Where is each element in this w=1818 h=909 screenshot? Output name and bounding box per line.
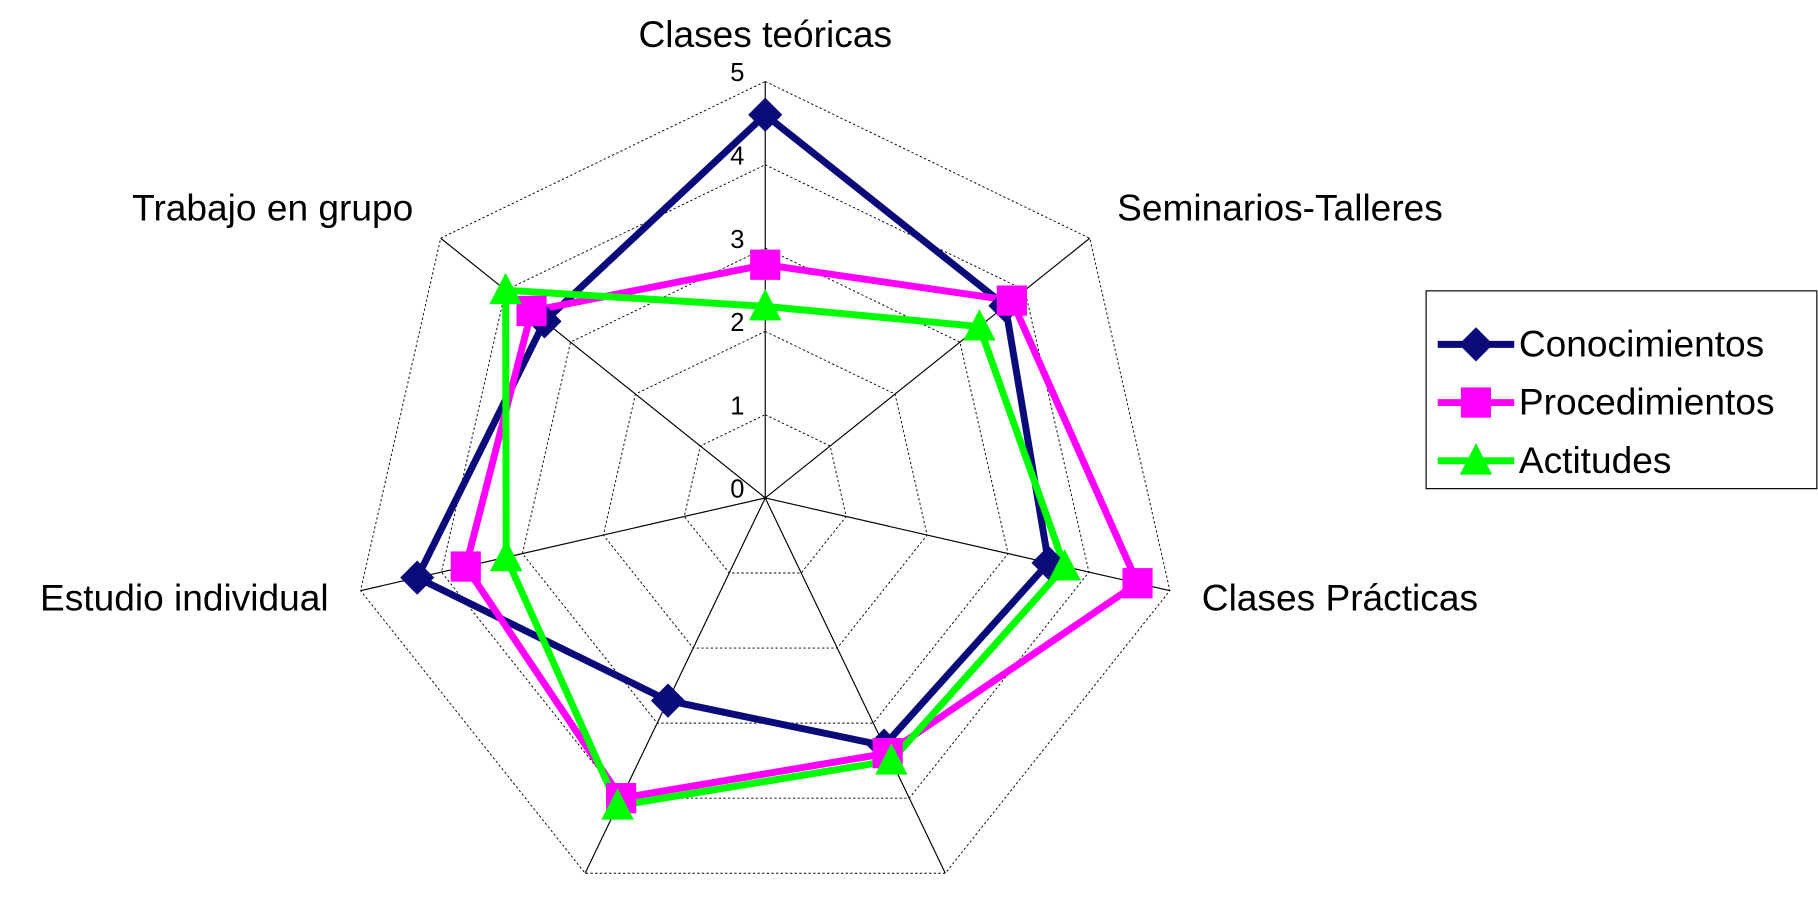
tick-label: 0 (730, 476, 744, 504)
data-point (748, 97, 783, 132)
data-point (1458, 327, 1494, 362)
data-point (748, 288, 782, 321)
tick-label: 3 (730, 226, 744, 254)
grid-ring (683, 414, 847, 574)
series-line (462, 261, 1142, 802)
data-point (450, 551, 481, 582)
tick-label: 4 (730, 142, 744, 170)
data-point (1460, 387, 1492, 418)
data-point (516, 295, 547, 327)
series-line (502, 286, 1069, 810)
data-point (650, 683, 686, 718)
grid-ring (440, 164, 1090, 799)
data-point (1122, 568, 1153, 599)
axis-spoke (764, 497, 946, 874)
tick-label: 5 (730, 59, 744, 87)
grid-ring (602, 330, 928, 649)
data-point (963, 309, 996, 341)
legend-label: Procedimientos (1519, 381, 1775, 423)
data-point (996, 285, 1027, 316)
tick-label: 2 (730, 309, 744, 337)
data-point (489, 272, 522, 305)
tick-label: 1 (730, 392, 744, 420)
data-point (400, 560, 435, 595)
axis-spoke (764, 237, 1091, 499)
category-label: Trabajo en grupo (132, 186, 413, 228)
axis-spoke (765, 497, 1171, 592)
axis-spoke (440, 237, 766, 499)
category-label: Estudio individual (40, 576, 329, 618)
category-label: Seminarios-Talleres (1117, 186, 1443, 228)
series-line (413, 111, 1052, 750)
data-point (490, 539, 523, 572)
data-point (601, 788, 634, 820)
category-label: Clases Prácticas (1202, 576, 1478, 618)
legend-box (1425, 290, 1818, 490)
legend-label: Actitudes (1519, 439, 1672, 481)
data-point (1459, 443, 1493, 475)
category-label: Clases teóricas (638, 13, 892, 55)
data-point (875, 743, 908, 775)
data-point (1048, 549, 1081, 581)
grid-ring (360, 80, 1171, 874)
data-point (750, 249, 781, 280)
legend-label: Conocimientos (1519, 322, 1764, 364)
